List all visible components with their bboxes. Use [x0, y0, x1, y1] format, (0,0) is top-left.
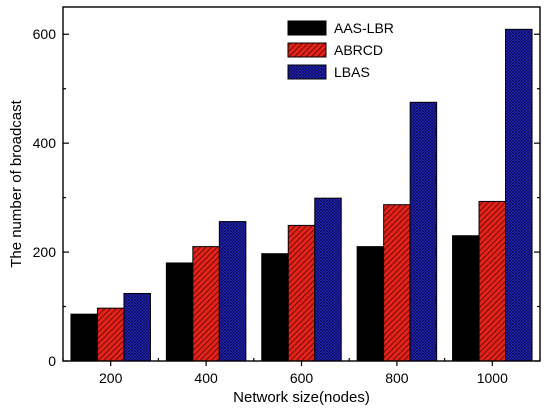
y-tick-label: 0 — [48, 353, 56, 369]
legend-label-lbas: LBAS — [334, 64, 370, 80]
bar-abrcd-200 — [96, 307, 125, 362]
legend-swatch-aas-lbr — [287, 20, 327, 36]
x-tick-label: 200 — [99, 370, 123, 386]
labels-layer: 0 200 400 600 200 400 600 800 1000 Network size(n… — [8, 26, 508, 406]
x-tick-label: 400 — [194, 370, 218, 386]
bar-abrcd-400 — [192, 246, 220, 362]
bar-abrcd-1000 — [478, 200, 507, 362]
bar-lbas-800 — [409, 101, 438, 362]
legend-label-aas-lbr: AAS-LBR — [334, 20, 394, 36]
y-axis-title: The number of broadcast — [8, 99, 25, 267]
legend-label-abrcd: ABRCD — [334, 42, 383, 58]
bar-aas-lbr-600 — [261, 253, 289, 362]
x-tick-label: 800 — [385, 370, 409, 386]
bar-lbas-1000 — [505, 28, 533, 362]
bar-aas-lbr-200 — [70, 313, 98, 362]
legend-swatch-abrcd — [287, 42, 327, 58]
y-tick-label: 400 — [33, 135, 57, 151]
bar-abrcd-600 — [287, 224, 316, 362]
x-axis-title: Network size(nodes) — [233, 389, 370, 406]
y-tick-label: 200 — [33, 244, 57, 260]
bars-layer — [70, 28, 533, 362]
bar-lbas-400 — [218, 221, 247, 362]
x-tick-label: 600 — [290, 370, 314, 386]
bar-aas-lbr-400 — [165, 262, 194, 362]
bar-abrcd-800 — [383, 204, 411, 362]
bar-aas-lbr-1000 — [452, 235, 480, 362]
bar-lbas-200 — [123, 292, 151, 362]
x-tick-label: 1000 — [477, 370, 508, 386]
axes-layer — [62, 6, 541, 366]
legend-swatch-lbas — [287, 64, 327, 80]
bar-lbas-600 — [314, 197, 342, 362]
bar-aas-lbr-800 — [356, 246, 385, 362]
legend: AAS-LBR ABRCD LBAS — [287, 20, 394, 80]
y-tick-label: 600 — [33, 26, 57, 42]
